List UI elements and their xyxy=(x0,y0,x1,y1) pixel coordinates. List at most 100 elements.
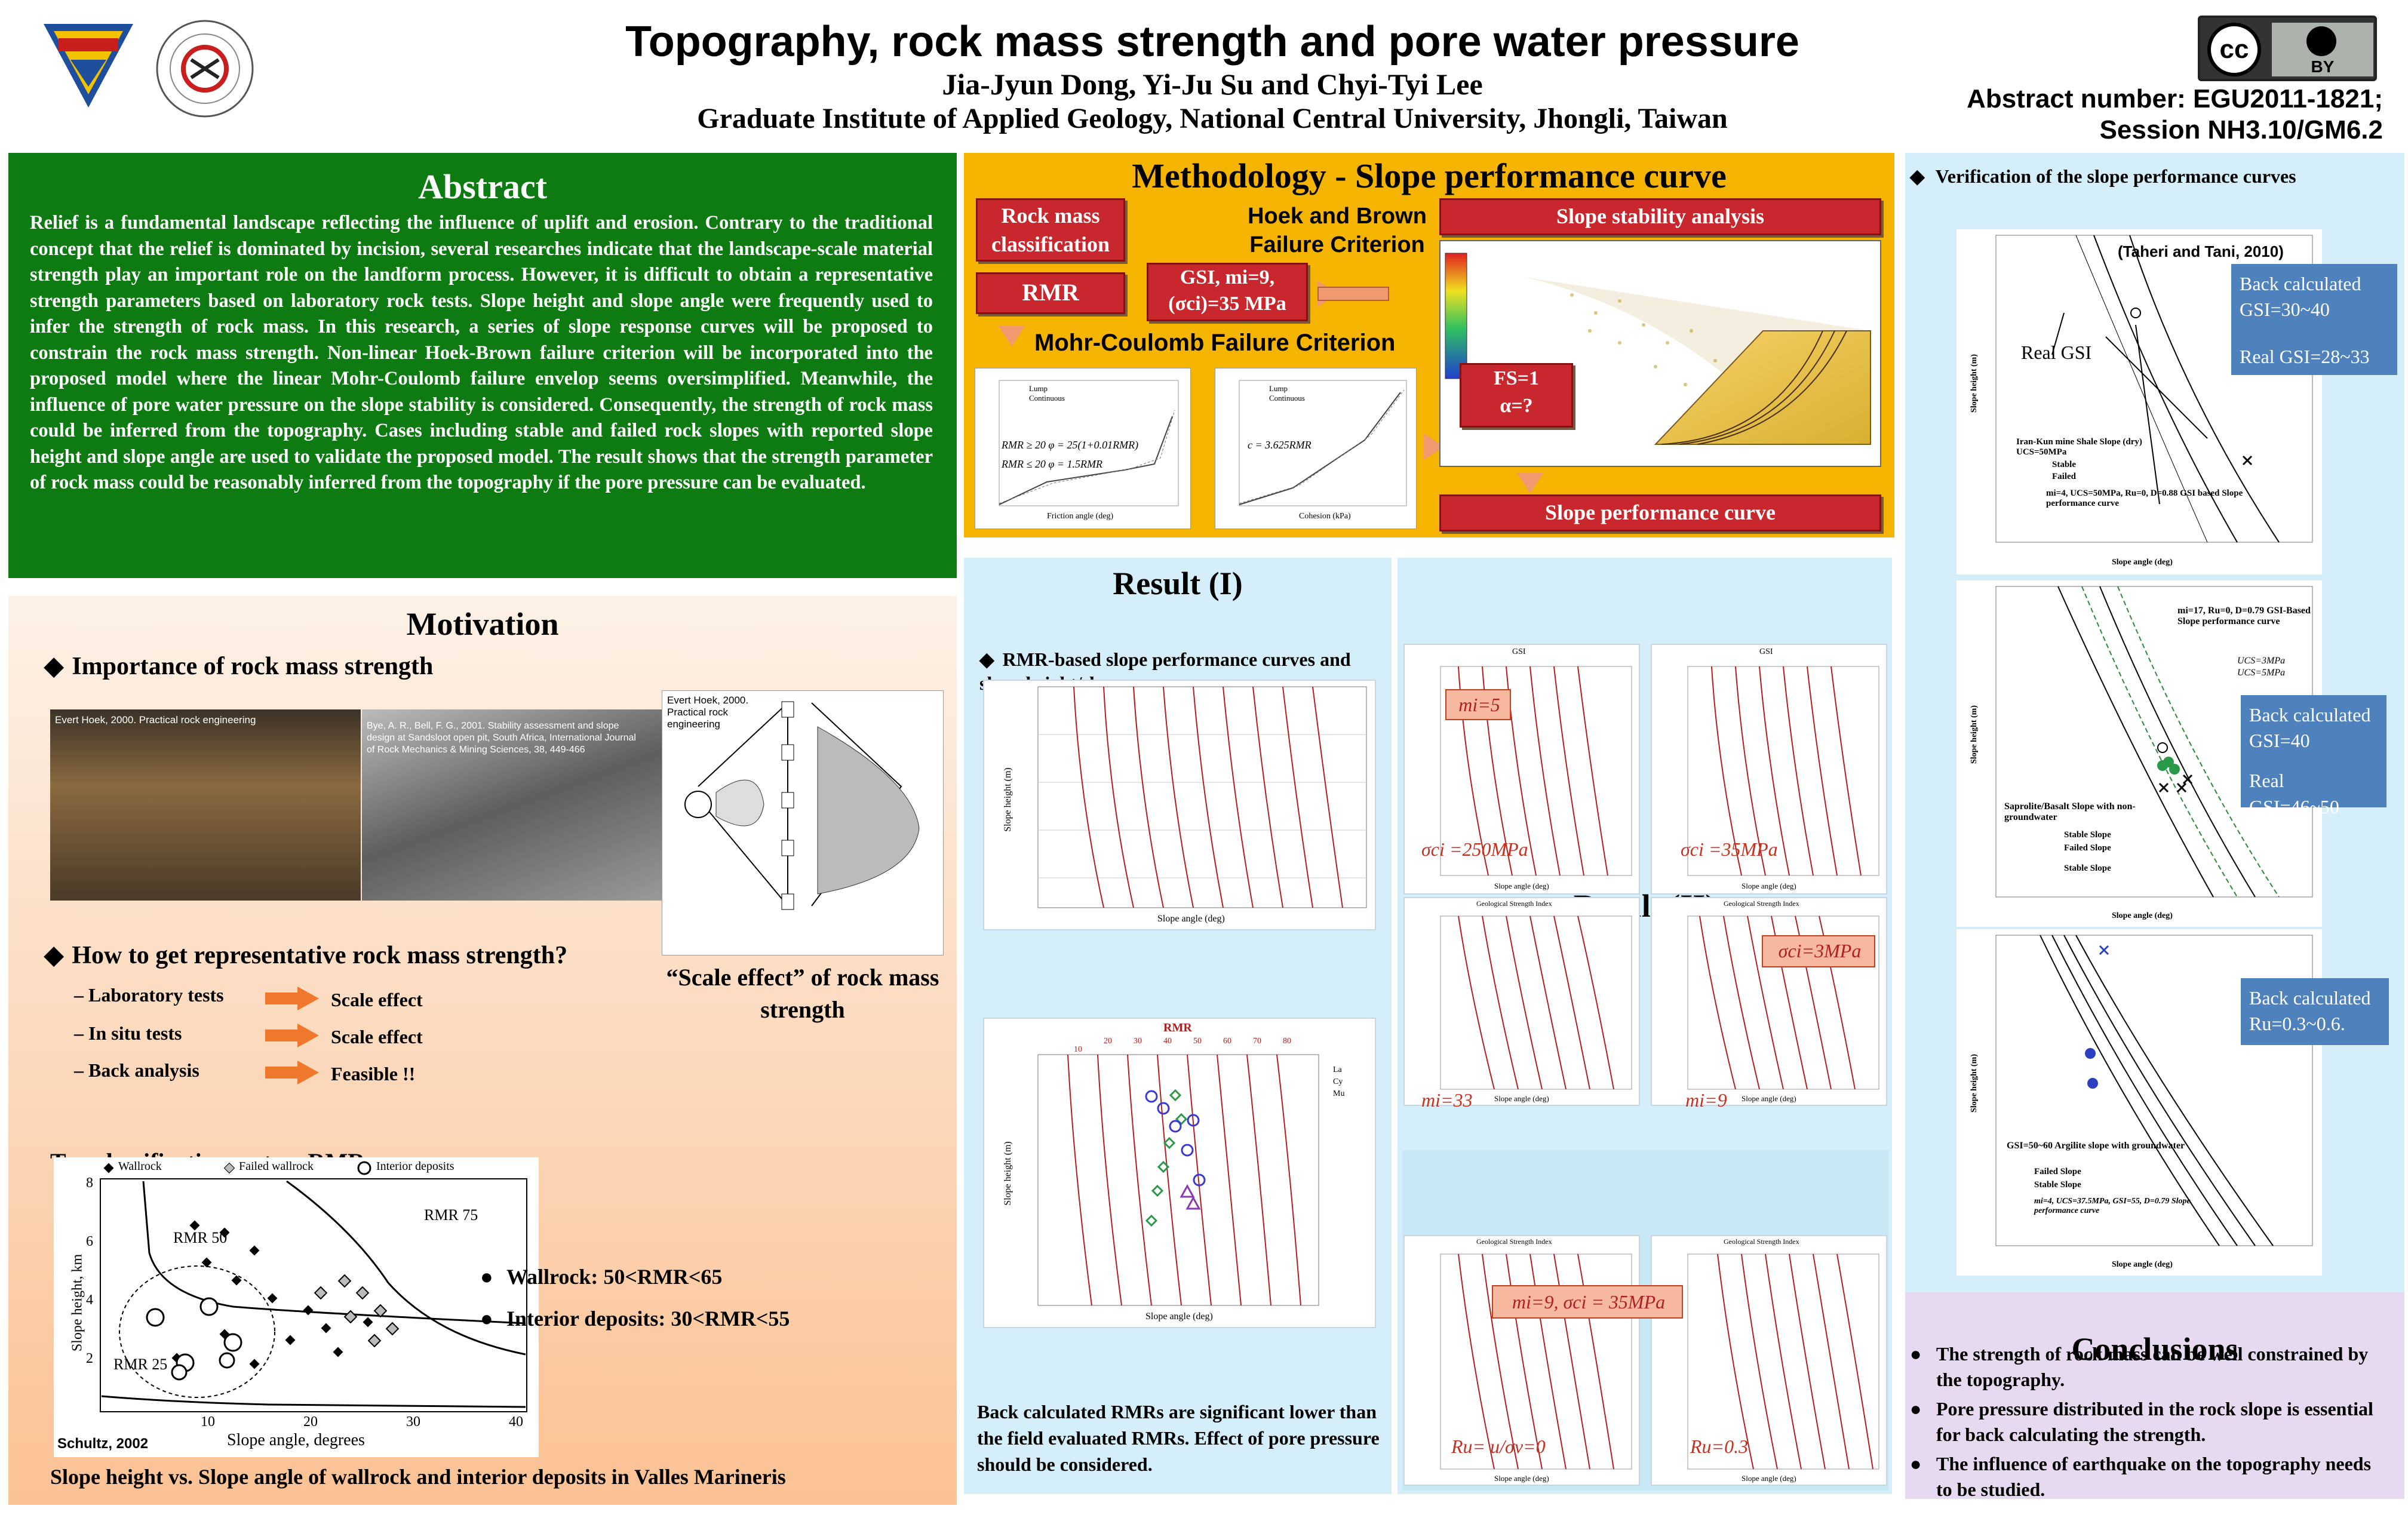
method-insitu-result: Scale effect xyxy=(331,1026,423,1047)
pore-pressure-graph-ru03: Geological Strength Index Slope angle (d… xyxy=(1651,1235,1887,1486)
g2-ucs-1: UCS=3MPa xyxy=(2237,656,2286,666)
rmr-results: Wallrock: 50<RMR<65 Interior deposits: 3… xyxy=(480,1262,898,1334)
xlabel: Slope angle (deg) xyxy=(1742,1094,1796,1103)
legend-interior-deposits: Interior deposits xyxy=(376,1160,454,1173)
rmr-tick: 10 xyxy=(1074,1045,1082,1054)
g3-item-2: Stable Slope xyxy=(2034,1180,2081,1190)
slope-stability-simulation xyxy=(1439,240,1881,467)
verification-section: ◆ Verification of the slope performance c… xyxy=(1905,153,2404,1292)
method-insitu: – In situ tests xyxy=(74,1022,182,1044)
scale-effect-caption: “Scale effect” of rock mass strength xyxy=(666,964,939,1023)
institute-logo xyxy=(156,20,254,118)
mi33-label: mi=33 xyxy=(1421,1089,1473,1111)
graph2-legend-1: Lump xyxy=(1269,384,1288,393)
conclusion-item: The influence of earthquake on the topog… xyxy=(1910,1451,2388,1503)
motivation-section: Motivation Importance of rock mass stren… xyxy=(8,596,957,1505)
poster-affiliation: Graduate Institute of Applied Geology, N… xyxy=(697,103,1728,134)
conclusions-section: Conclusions The strength of rock mass ca… xyxy=(1905,1292,2404,1500)
graph-ylabel: Slope height (m) xyxy=(1003,767,1013,832)
schultz-chart: Wallrock Failed wallrock Interior deposi… xyxy=(54,1157,539,1457)
rmr-tick: 70 xyxy=(1253,1037,1261,1046)
x-tick: 40 xyxy=(509,1414,523,1430)
x-axis-label: Slope angle, degrees xyxy=(227,1431,365,1449)
rmr-box: RMR xyxy=(976,272,1125,314)
abstract-body: Relief is a fundamental landscape reflec… xyxy=(30,212,933,493)
rmr-curves-graph: Slope height (m) Slope angle (deg) xyxy=(983,680,1376,930)
ru03-label: Ru=0.3 xyxy=(1690,1436,1749,1457)
arrow-icon xyxy=(265,1024,319,1047)
rmr-tick: 40 xyxy=(1163,1037,1172,1046)
rmr-tick: 30 xyxy=(1134,1037,1142,1046)
method-back-result: Feasible !! xyxy=(331,1063,416,1084)
legend-failed-wallrock: Failed wallrock xyxy=(239,1160,314,1173)
mi9-sci35-tag: mi=9, σci = 35MPa xyxy=(1492,1285,1683,1319)
xlabel: Slope angle (deg) xyxy=(1742,881,1796,890)
gsi-full-title: Geological Strength Index xyxy=(1724,1237,1799,1246)
g3-legend: GSI=50~60 Argilite slope with groundwate… xyxy=(2007,1141,2185,1151)
gsi-title: GSI xyxy=(1759,647,1773,656)
wallrock-rmr: Wallrock: 50<RMR<65 xyxy=(480,1262,898,1291)
method-back: – Back analysis xyxy=(74,1059,199,1081)
header: Topography, rock mass strength and pore … xyxy=(0,0,2408,149)
conclusion-item: The strength of rock mass can be well co… xyxy=(1910,1341,2388,1393)
g2-item-3: Stable Slope xyxy=(2064,864,2111,873)
eq-friction-2: RMR ≤ 20 φ = 1.5RMR xyxy=(1002,458,1102,470)
x-tick: 30 xyxy=(406,1414,420,1430)
motivation-bullet-1: Importance of rock mass strength xyxy=(44,651,701,681)
arrow-icon xyxy=(265,1061,319,1084)
g2-item-1: Stable Slope xyxy=(2064,830,2111,840)
xlabel: Slope angle (deg) xyxy=(1494,1094,1549,1103)
xlabel: Slope angle (deg) xyxy=(1742,1474,1796,1483)
rmr-title: RMR xyxy=(1163,1021,1192,1034)
poster-authors: Jia-Jyun Dong, Yi-Ju Su and Chyi-Tyi Lee xyxy=(942,67,1483,101)
gsi-title: GSI xyxy=(1512,647,1526,656)
y-tick: 6 xyxy=(86,1234,93,1249)
graph-xlabel: Slope angle (deg) xyxy=(1157,914,1225,924)
pore-pressure-graph-ru0: Geological Strength Index Slope angle (d… xyxy=(1403,1235,1640,1486)
ylabel: Slope height (m) xyxy=(1970,354,1979,413)
conclusions-list: The strength of rock mass can be well co… xyxy=(1910,1341,2388,1506)
scale-diagram-caption: Evert Hoek, 2000. Practical rock enginee… xyxy=(667,695,749,730)
arrow-down-icon xyxy=(1517,473,1543,493)
x-tick: 10 xyxy=(201,1414,215,1430)
real-gsi-label: Real GSI xyxy=(2021,342,2092,363)
mi9-label: mi=9 xyxy=(1685,1089,1727,1111)
rmr-field-data-graph: RMR 10 20 30 40 50 60 70 xyxy=(983,1018,1376,1328)
taheri-credit: (Taheri and Tani, 2010) xyxy=(2118,242,2284,260)
ncu-logo xyxy=(44,24,133,107)
arrow-icon xyxy=(265,987,319,1010)
rmr-tick: 60 xyxy=(1223,1037,1231,1046)
y-axis-label: Slope height, km xyxy=(69,1253,85,1352)
ru0-label: Ru= u/σv=0 xyxy=(1451,1436,1546,1457)
session-number: Session NH3.10/GM6.2 xyxy=(2099,115,2383,145)
box-back-calc-gsi-2: Back calculated GSI=40 Real GSI=46~50 xyxy=(2241,695,2386,818)
mi5-tag: mi=5 xyxy=(1445,689,1511,720)
g1-legend: Iran-Kun mine Shale Slope (dry) UCS=50MP… xyxy=(2016,437,2142,457)
arrow-down-icon xyxy=(999,326,1025,346)
g1-curve: mi=4, UCS=50MPa, Ru=0, D=0.88 GSI based … xyxy=(2046,488,2243,508)
graph1-xlabel: Friction angle (deg) xyxy=(1047,512,1114,521)
xlabel: Slope angle (deg) xyxy=(1494,1474,1549,1483)
diamond-icon: ◆ xyxy=(1910,165,1925,187)
result1-heading: Result (I) xyxy=(1113,566,1243,601)
g3-item-1: Failed Slope xyxy=(2034,1167,2081,1176)
g2-top: mi=17, Ru=0, D=0.79 GSI-Based Slope perf… xyxy=(2177,606,2311,626)
open-pit-photo-caption: Bye, A. R., Bell, F. G., 2001. Stability… xyxy=(367,721,636,755)
gsi-full-title: Geological Strength Index xyxy=(1476,1237,1552,1246)
result1-section: Result (I) RMR-based slope performance c… xyxy=(964,558,1392,1494)
poster-title: Topography, rock mass strength and pore … xyxy=(625,18,1799,66)
conclusion-item: Pore pressure distributed in the rock sl… xyxy=(1910,1396,2388,1448)
by-icon: BY xyxy=(2272,23,2373,76)
g2-item-2: Failed Slope xyxy=(2064,843,2111,853)
mohr-coulomb-label: Mohr-Coulomb Failure Criterion xyxy=(1034,330,1396,356)
g3-curve: mi=4, UCS=37.5MPa, GSI=55, D=0.79 Slope … xyxy=(2034,1197,2191,1215)
rmr-tick: 50 xyxy=(1193,1037,1202,1046)
g1-failed: Failed xyxy=(2052,472,2076,481)
sci35-label: σci =35MPa xyxy=(1681,838,1778,860)
schultz-caption: Slope height vs. Slope angle of wallrock… xyxy=(50,1465,786,1489)
interior-rmr: Interior deposits: 30<RMR<55 xyxy=(480,1304,898,1333)
abstract-heading: Abstract xyxy=(418,167,547,206)
graph2-xlabel: Cohesion (kPa) xyxy=(1299,512,1351,521)
xlabel: Slope angle (deg) xyxy=(2112,1260,2173,1269)
gsi-box: GSI, mi=9, (σci)=35 MPa xyxy=(1147,263,1308,321)
